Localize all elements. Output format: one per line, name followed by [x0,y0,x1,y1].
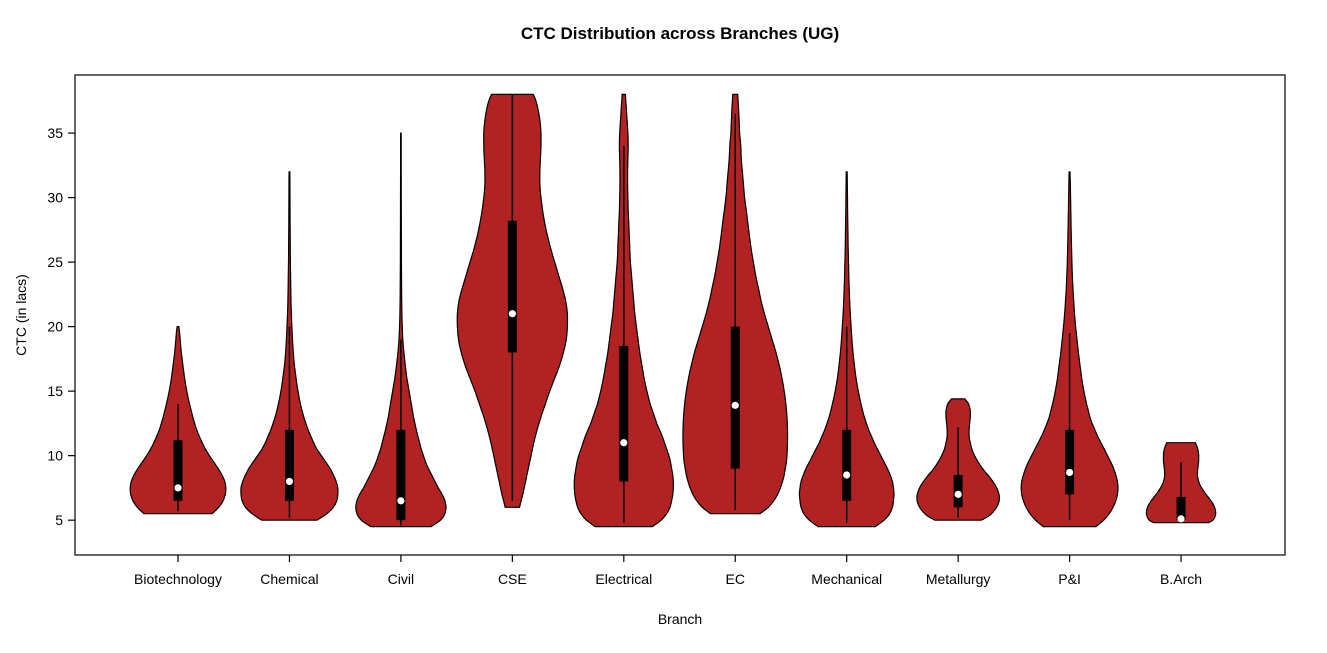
iqr-box-p-i [1065,429,1075,495]
median-dot-cse [508,310,516,318]
iqr-box-mechanical [842,429,852,501]
iqr-box-civil [396,429,406,521]
y-tick-label: 30 [47,190,63,206]
median-dot-metallurgy [954,490,962,498]
x-axis-title: Branch [657,611,703,627]
y-tick-label: 35 [47,125,63,141]
iqr-box-biotechnology [173,440,183,501]
iqr-box-electrical [619,345,629,482]
iqr-box-ec [730,326,740,469]
x-category-label-chemical: Chemical [260,571,318,587]
median-dot-civil [397,497,405,505]
median-dot-electrical [620,439,628,447]
y-tick-label: 10 [47,448,63,464]
x-category-label-p-i: P&I [1058,571,1081,587]
y-tick-label: 5 [55,512,63,528]
x-category-label-biotechnology: Biotechnology [134,571,222,587]
median-dot-b-arch [1177,515,1185,523]
y-tick-label: 25 [47,254,63,270]
median-dot-ec [731,401,739,409]
median-dot-biotechnology [174,484,182,492]
median-dot-p-i [1066,468,1074,477]
x-category-label-electrical: Electrical [595,571,652,587]
iqr-box-chemical [284,429,294,501]
median-dot-chemical [285,477,294,486]
y-tick-label: 20 [47,319,63,335]
y-tick-label: 15 [47,383,63,399]
x-category-label-ec: EC [726,571,745,587]
iqr-box-b-arch [1176,496,1186,521]
iqr-box-cse [507,220,517,353]
x-category-label-metallurgy: Metallurgy [926,571,991,587]
x-category-label-civil: Civil [388,571,414,587]
x-category-label-cse: CSE [498,571,527,587]
chart-title: CTC Distribution across Branches (UG) [520,24,840,43]
x-category-label-b-arch: B.Arch [1160,571,1202,587]
x-category-label-mechanical: Mechanical [811,571,882,587]
plot-border [74,74,1286,556]
median-dot-mechanical [843,471,851,479]
violin-civil [355,132,447,528]
